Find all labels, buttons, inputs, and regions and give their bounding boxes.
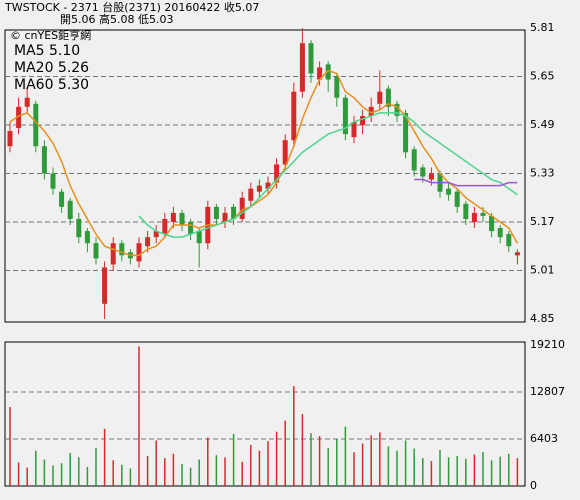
candle-body — [360, 115, 366, 126]
candle-body — [377, 91, 383, 104]
candle-body — [411, 149, 417, 171]
candle-body — [119, 243, 125, 256]
header-title: TWSTOCK - 2371 台股(2371) 20160422 收5.07 — [4, 0, 259, 14]
y-tick-label: 19210 — [530, 338, 565, 351]
candle-body — [428, 173, 434, 180]
candle-body — [110, 243, 116, 265]
candle-body — [213, 206, 219, 219]
candle-body — [463, 203, 469, 219]
ma-line — [138, 112, 518, 238]
candle-body — [325, 64, 331, 80]
y-tick-label: 4.85 — [530, 312, 555, 325]
y-tick-label: 12807 — [530, 385, 565, 398]
candle-body — [222, 212, 228, 222]
candle-body — [334, 76, 340, 98]
candle-body — [514, 252, 520, 256]
candle-body — [256, 185, 262, 192]
candle-body — [291, 91, 297, 141]
candle-body — [67, 200, 73, 219]
legend-entry: MA5 5.10 — [14, 43, 80, 59]
candle-body — [385, 88, 391, 107]
y-tick-label: 5.49 — [530, 118, 555, 131]
candle-body — [368, 106, 374, 116]
candle-body — [50, 173, 56, 189]
candle-body — [7, 131, 13, 147]
candle-body — [76, 218, 82, 238]
candle-body — [239, 197, 245, 219]
candle-body — [248, 188, 254, 201]
candle-body — [59, 191, 65, 207]
candle-body — [265, 182, 271, 189]
candle-body — [231, 206, 237, 219]
candle-body — [162, 218, 168, 235]
candle-body — [420, 167, 426, 177]
y-tick-label: 5.65 — [530, 70, 555, 83]
candle-body — [471, 212, 477, 222]
candle-body — [489, 215, 495, 232]
y-tick-label: 5.01 — [530, 263, 555, 276]
legend-entry: MA60 5.30 — [14, 77, 89, 93]
candle-body — [136, 243, 142, 262]
candle-body — [403, 112, 409, 153]
candle-body — [153, 231, 159, 238]
price-panel — [4, 29, 526, 323]
candle-body — [170, 212, 176, 222]
candle-body — [196, 231, 202, 244]
y-tick-label: 5.81 — [530, 21, 555, 34]
candle-body — [102, 267, 108, 304]
y-tick-label: 6403 — [530, 432, 558, 445]
candle-body — [317, 67, 323, 80]
candle-body — [24, 97, 30, 107]
candle-body — [282, 140, 288, 165]
ma-line — [9, 69, 519, 257]
candle-body — [299, 43, 305, 92]
header-subtitle: 開5.06 高5.08 低5.03 — [60, 12, 173, 26]
candle-body — [274, 164, 280, 183]
candle-body — [506, 234, 512, 247]
y-tick-label: 5.17 — [530, 215, 555, 228]
candle-body — [480, 212, 486, 216]
candle-body — [16, 106, 22, 129]
candle-body — [454, 191, 460, 207]
candle-body — [84, 231, 90, 244]
candle-body — [188, 221, 194, 235]
candle-body — [93, 243, 99, 259]
candle-body — [342, 97, 348, 135]
ma-line — [414, 178, 518, 187]
candle-body — [308, 43, 314, 74]
candle-body — [179, 212, 185, 226]
candle-body — [41, 146, 47, 174]
candle-body — [145, 237, 151, 247]
candle-body — [394, 103, 400, 116]
source-label: © cnYES鉅亨網 — [10, 28, 91, 42]
y-tick-label: 0 — [530, 479, 537, 492]
candle-body — [351, 121, 357, 138]
y-tick-label: 5.33 — [530, 167, 555, 180]
volume-panel — [4, 341, 526, 487]
candle-body — [497, 228, 503, 238]
legend-entry: MA20 5.26 — [14, 60, 89, 76]
candle-body — [33, 103, 39, 147]
candle-body — [446, 188, 452, 195]
